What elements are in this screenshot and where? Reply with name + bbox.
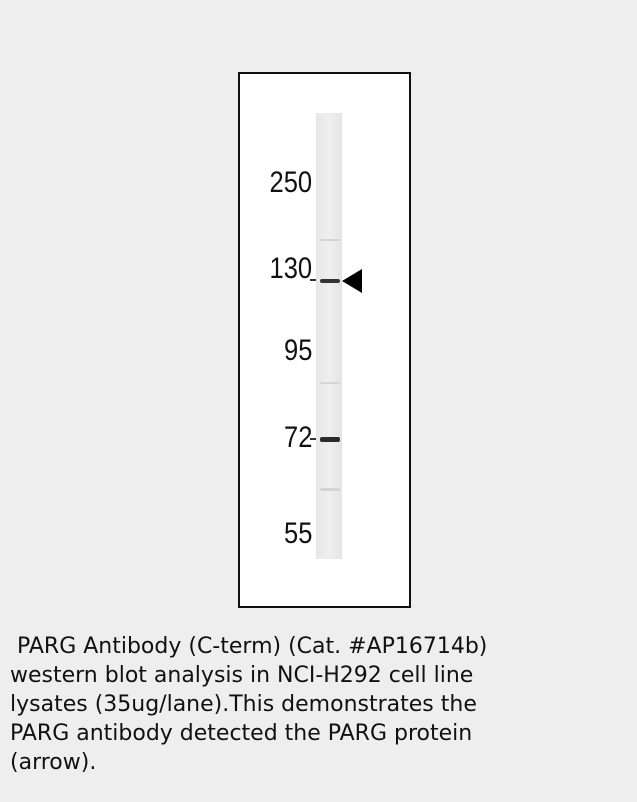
caption-line: PARG Antibody (C-term) (Cat. #AP16714b) — [10, 632, 630, 661]
band — [320, 239, 340, 241]
band — [320, 437, 340, 442]
lane — [316, 113, 342, 559]
mw-marker: 130 — [269, 254, 312, 284]
band — [320, 382, 340, 384]
band — [320, 279, 340, 283]
band — [320, 488, 340, 491]
caption-line: western blot analysis in NCI-H292 cell l… — [10, 661, 630, 690]
mw-marker: 95 — [284, 336, 312, 366]
caption: PARG Antibody (C-term) (Cat. #AP16714b) … — [10, 632, 630, 777]
caption-line: (arrow). — [10, 748, 630, 777]
mw-marker: 72 — [284, 423, 312, 453]
blot-panel: 250 130 95 72 55 — [238, 72, 411, 608]
caption-line: lysates (35ug/lane).This demonstrates th… — [10, 690, 630, 719]
mw-marker: 250 — [269, 168, 312, 198]
arrow — [342, 269, 362, 293]
marker-tick — [310, 438, 316, 440]
page: {"blot": {"markers": ["250", "130", "95"… — [0, 0, 637, 802]
mw-marker: 55 — [284, 519, 312, 549]
caption-line: PARG antibody detected the PARG protein — [10, 719, 630, 748]
marker-tick — [310, 279, 316, 281]
